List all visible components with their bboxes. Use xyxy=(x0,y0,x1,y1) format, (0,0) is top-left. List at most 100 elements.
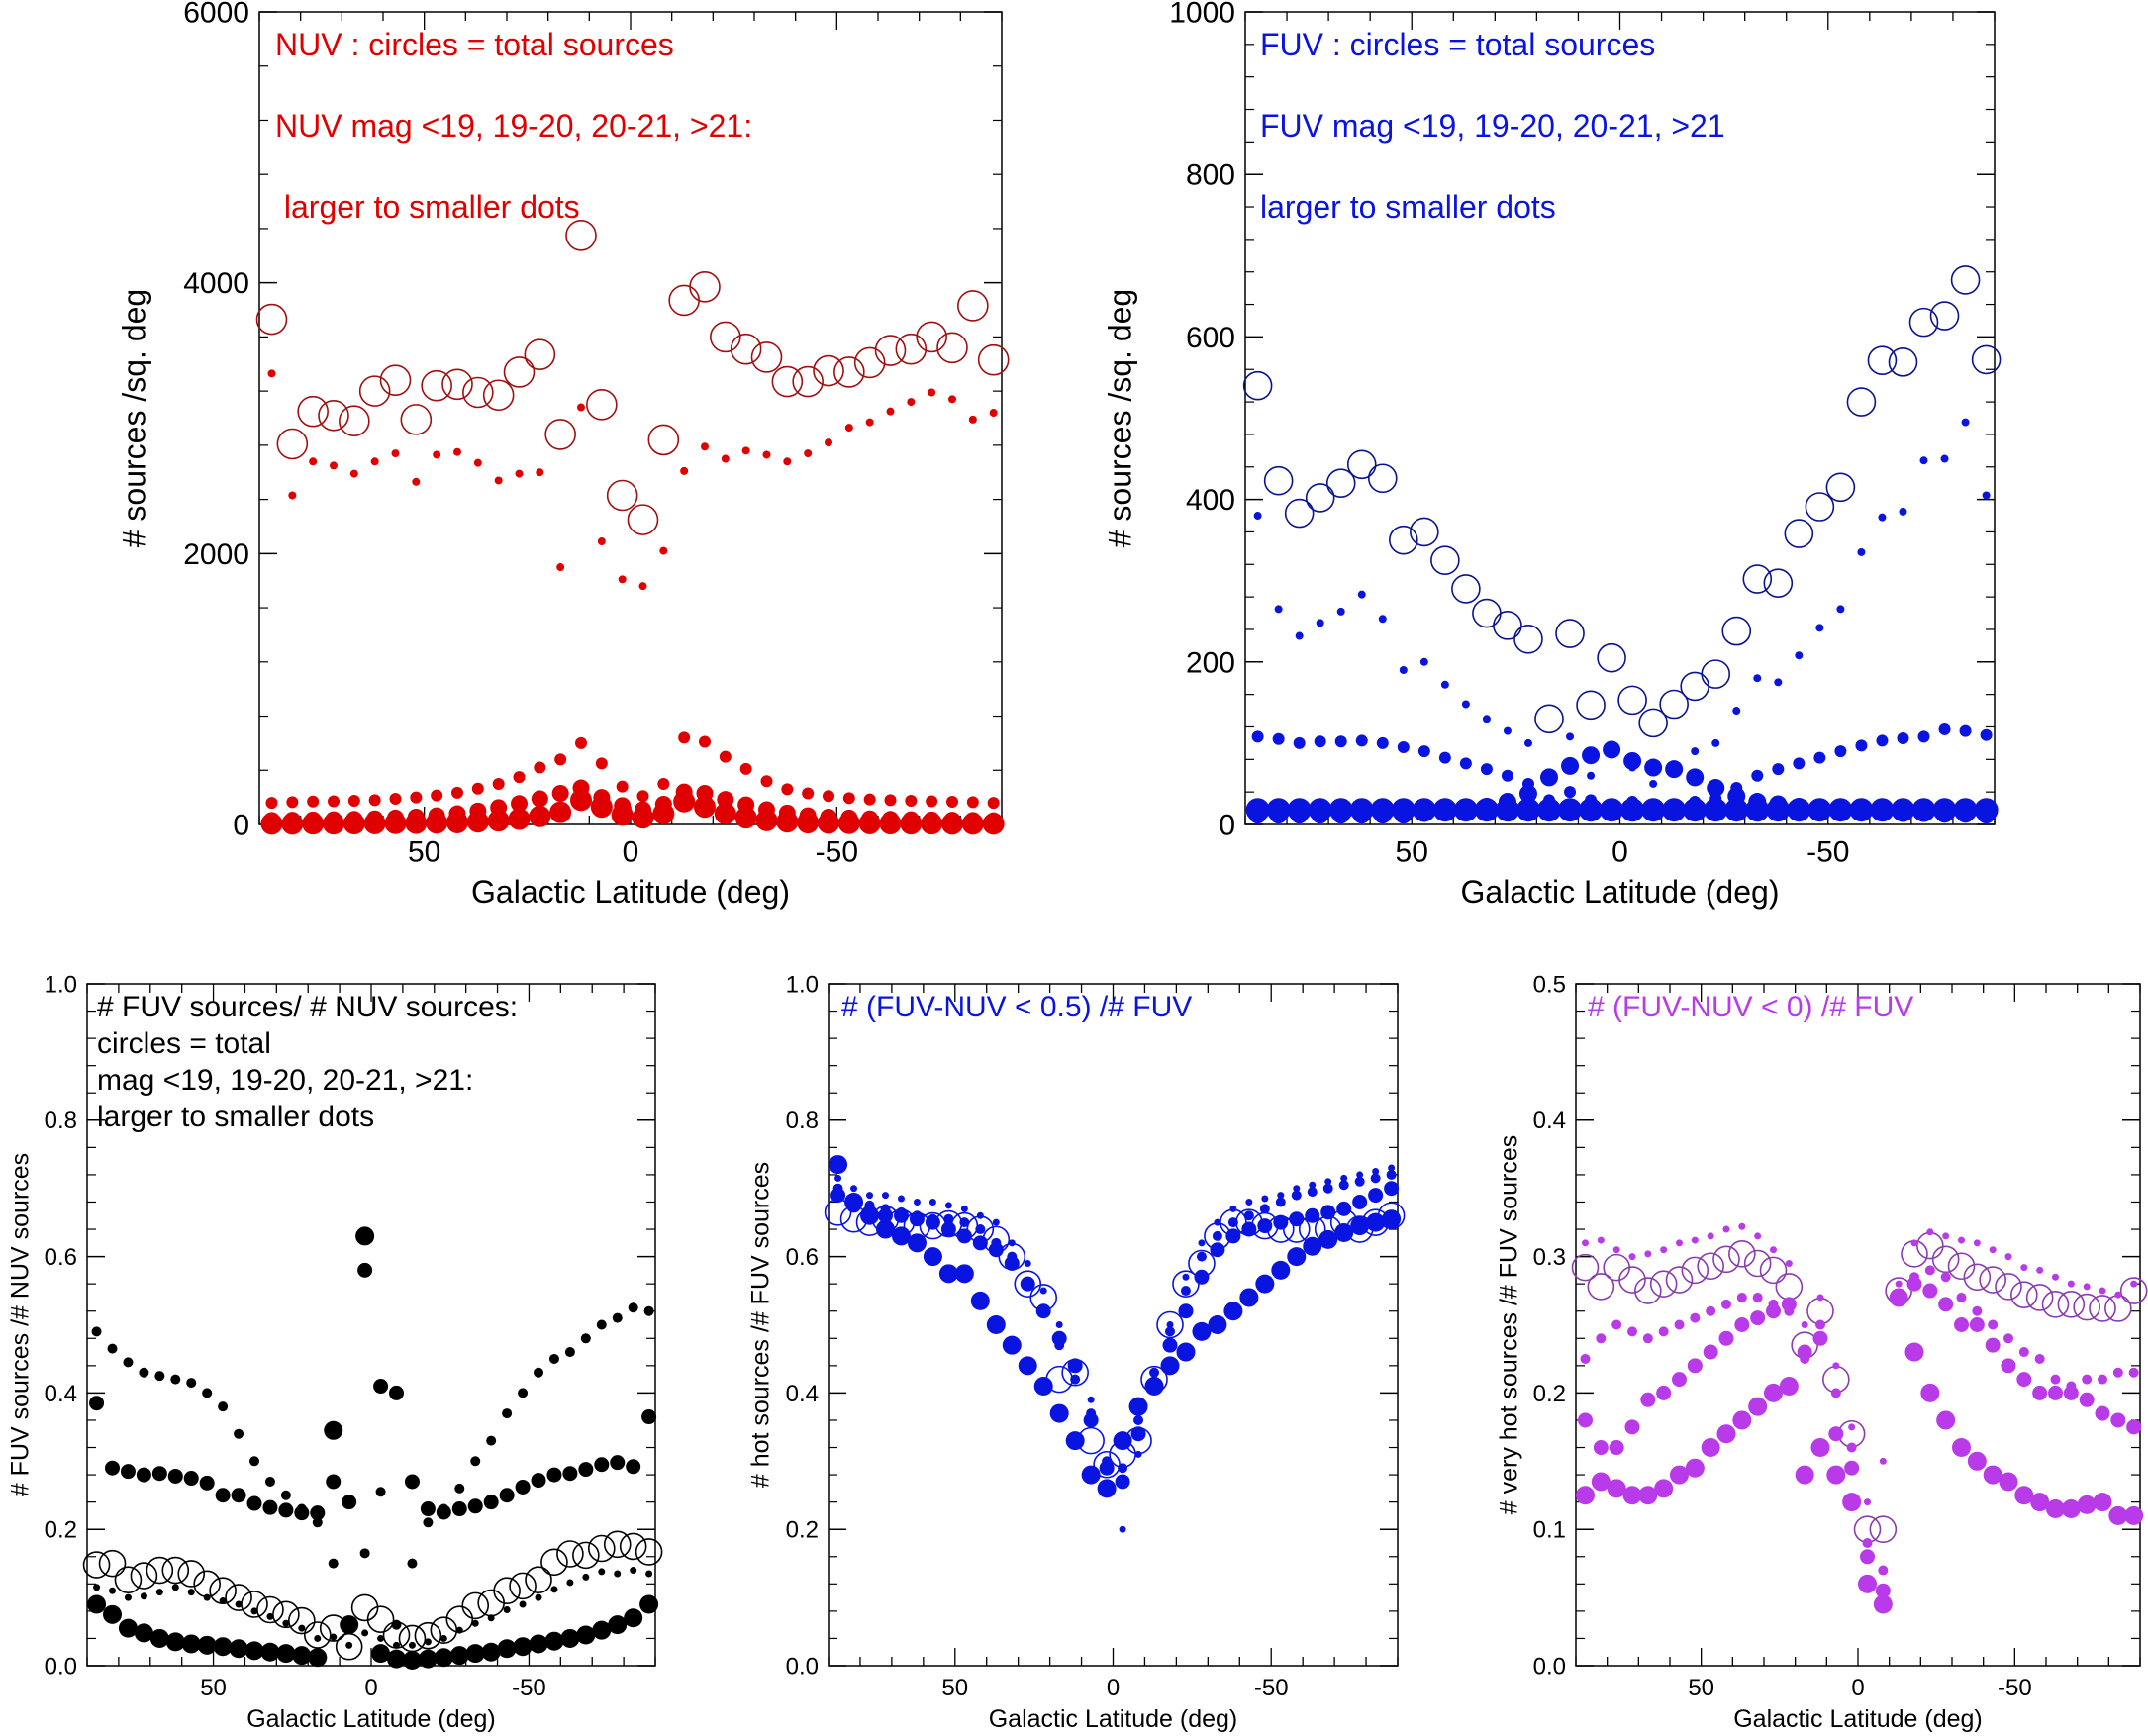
data-point-dot xyxy=(982,813,1005,835)
data-point-total-circle xyxy=(1410,517,1439,547)
data-point-dot xyxy=(1644,1250,1652,1258)
data-point-dot xyxy=(592,1620,612,1640)
data-point-dot xyxy=(1936,1410,1956,1430)
data-point-total-circle xyxy=(114,1566,143,1593)
data-point-dot xyxy=(377,1634,385,1642)
ratio-annotation-line: larger to smaller dots xyxy=(97,1101,374,1133)
data-point-dot xyxy=(1354,1176,1365,1187)
data-point-total-circle xyxy=(1950,265,1981,295)
data-point-dot xyxy=(197,1635,217,1655)
data-point-dot xyxy=(783,457,792,466)
data-point-dot xyxy=(913,1198,921,1206)
data-point-dot xyxy=(2036,1266,2044,1274)
data-point-dot xyxy=(359,1548,370,1559)
data-point-dot xyxy=(502,1408,513,1419)
data-point-dot xyxy=(1176,1342,1196,1362)
data-point-dot xyxy=(446,811,468,833)
data-point-dot xyxy=(1293,1185,1301,1193)
data-point-dot xyxy=(2077,1495,2097,1514)
data-point-dot xyxy=(1985,1337,2001,1353)
fuv-panel: 0 200 400 600 800 1000 50 0 -50 # sources /sq. d… xyxy=(1102,0,2002,910)
data-point-dot xyxy=(1214,1218,1221,1226)
data-point-dot xyxy=(298,1624,306,1632)
data-point-dot xyxy=(433,450,441,459)
data-point-dot xyxy=(1961,418,1970,427)
data-point-dot xyxy=(167,1468,183,1484)
data-point-dot xyxy=(830,1188,846,1204)
data-point-dot xyxy=(87,1594,107,1614)
data-point-dot xyxy=(1724,798,1749,822)
data-point-dot xyxy=(312,1517,323,1528)
data-point-total-circle xyxy=(2041,1291,2070,1318)
data-point-dot xyxy=(345,1641,353,1649)
data-point-dot xyxy=(1958,1236,1965,1244)
data-point-dot xyxy=(1561,756,1580,775)
data-point-total-circle xyxy=(1513,625,1543,654)
data-point-dot xyxy=(1349,798,1374,822)
data-point-dot xyxy=(1255,1274,1275,1294)
data-point-total-circle xyxy=(587,1534,616,1563)
data-point-total-circle xyxy=(82,1551,111,1579)
data-point-dot xyxy=(1716,1424,1736,1444)
data-point-dot xyxy=(891,1226,911,1246)
data-point-total-circle xyxy=(1775,1273,1804,1301)
data-point-dot xyxy=(1745,798,1770,822)
data-point-total-circle xyxy=(303,1621,332,1649)
data-point-dot xyxy=(391,1619,402,1630)
data-point-dot xyxy=(1870,798,1895,822)
data-point-dot xyxy=(2098,1374,2107,1385)
data-point-dot xyxy=(1432,798,1457,822)
data-point-dot xyxy=(2112,1367,2123,1378)
data-point-dot xyxy=(465,1644,485,1664)
data-point-dot xyxy=(1917,730,1930,743)
data-point-total-circle xyxy=(1603,1253,1630,1282)
data-point-total-circle xyxy=(1263,465,1294,496)
data-point-dot xyxy=(492,777,505,790)
veryhot-plot-frame xyxy=(1575,983,2141,1667)
data-point-total-circle xyxy=(586,389,618,421)
data-point-dot xyxy=(2114,1291,2122,1299)
nuv-annotation-line: NUV mag <19, 19-20, 20-21, >21: xyxy=(275,108,752,144)
data-point-dot xyxy=(1612,1246,1620,1254)
data-point-dot xyxy=(1830,1388,1841,1398)
data-point-dot xyxy=(1261,1195,1269,1203)
x-tick-label: 0 xyxy=(1107,1675,1120,1701)
data-point-dot xyxy=(302,813,325,835)
data-point-total-circle xyxy=(957,290,989,322)
data-point-dot xyxy=(1322,1183,1333,1194)
data-point-dot xyxy=(1412,798,1436,822)
y-tick-label: 0.2 xyxy=(786,1517,819,1544)
data-point-dot xyxy=(938,1264,958,1284)
data-point-total-circle xyxy=(2073,1293,2100,1321)
data-point-dot xyxy=(276,1644,296,1664)
data-point-dot xyxy=(1857,547,1866,556)
data-point-dot xyxy=(107,1343,118,1354)
data-point-dot xyxy=(882,1192,889,1200)
data-point-dot xyxy=(1144,1377,1164,1397)
data-point-dot xyxy=(136,1467,151,1483)
data-point-dot xyxy=(231,1488,246,1503)
data-point-dot xyxy=(499,1488,515,1503)
data-point-total-circle xyxy=(358,375,391,407)
data-point-dot xyxy=(1020,1276,1035,1292)
data-point-dot xyxy=(1309,1181,1317,1189)
data-point-total-circle xyxy=(1172,1270,1200,1298)
data-point-dot xyxy=(1225,1228,1241,1244)
data-point-dot xyxy=(1665,760,1684,779)
data-point-total-circle xyxy=(1867,345,1898,376)
data-point-dot xyxy=(2099,1287,2106,1295)
data-point-dot xyxy=(575,736,587,749)
data-point-dot xyxy=(829,1155,848,1175)
data-point-dot xyxy=(907,398,916,407)
data-point-dot xyxy=(1566,732,1575,741)
data-point-dot xyxy=(1318,1229,1338,1249)
data-point-dot xyxy=(1750,1310,1766,1326)
data-point-dot xyxy=(626,1459,641,1475)
data-point-total-circle xyxy=(1995,1273,2022,1301)
data-point-dot xyxy=(560,1628,580,1648)
data-point-dot xyxy=(612,1312,623,1323)
data-point-dot xyxy=(449,1646,469,1666)
data-point-dot xyxy=(494,476,503,485)
data-point-dot xyxy=(1707,1232,1714,1240)
y-tick-label: 0.4 xyxy=(45,1381,77,1407)
